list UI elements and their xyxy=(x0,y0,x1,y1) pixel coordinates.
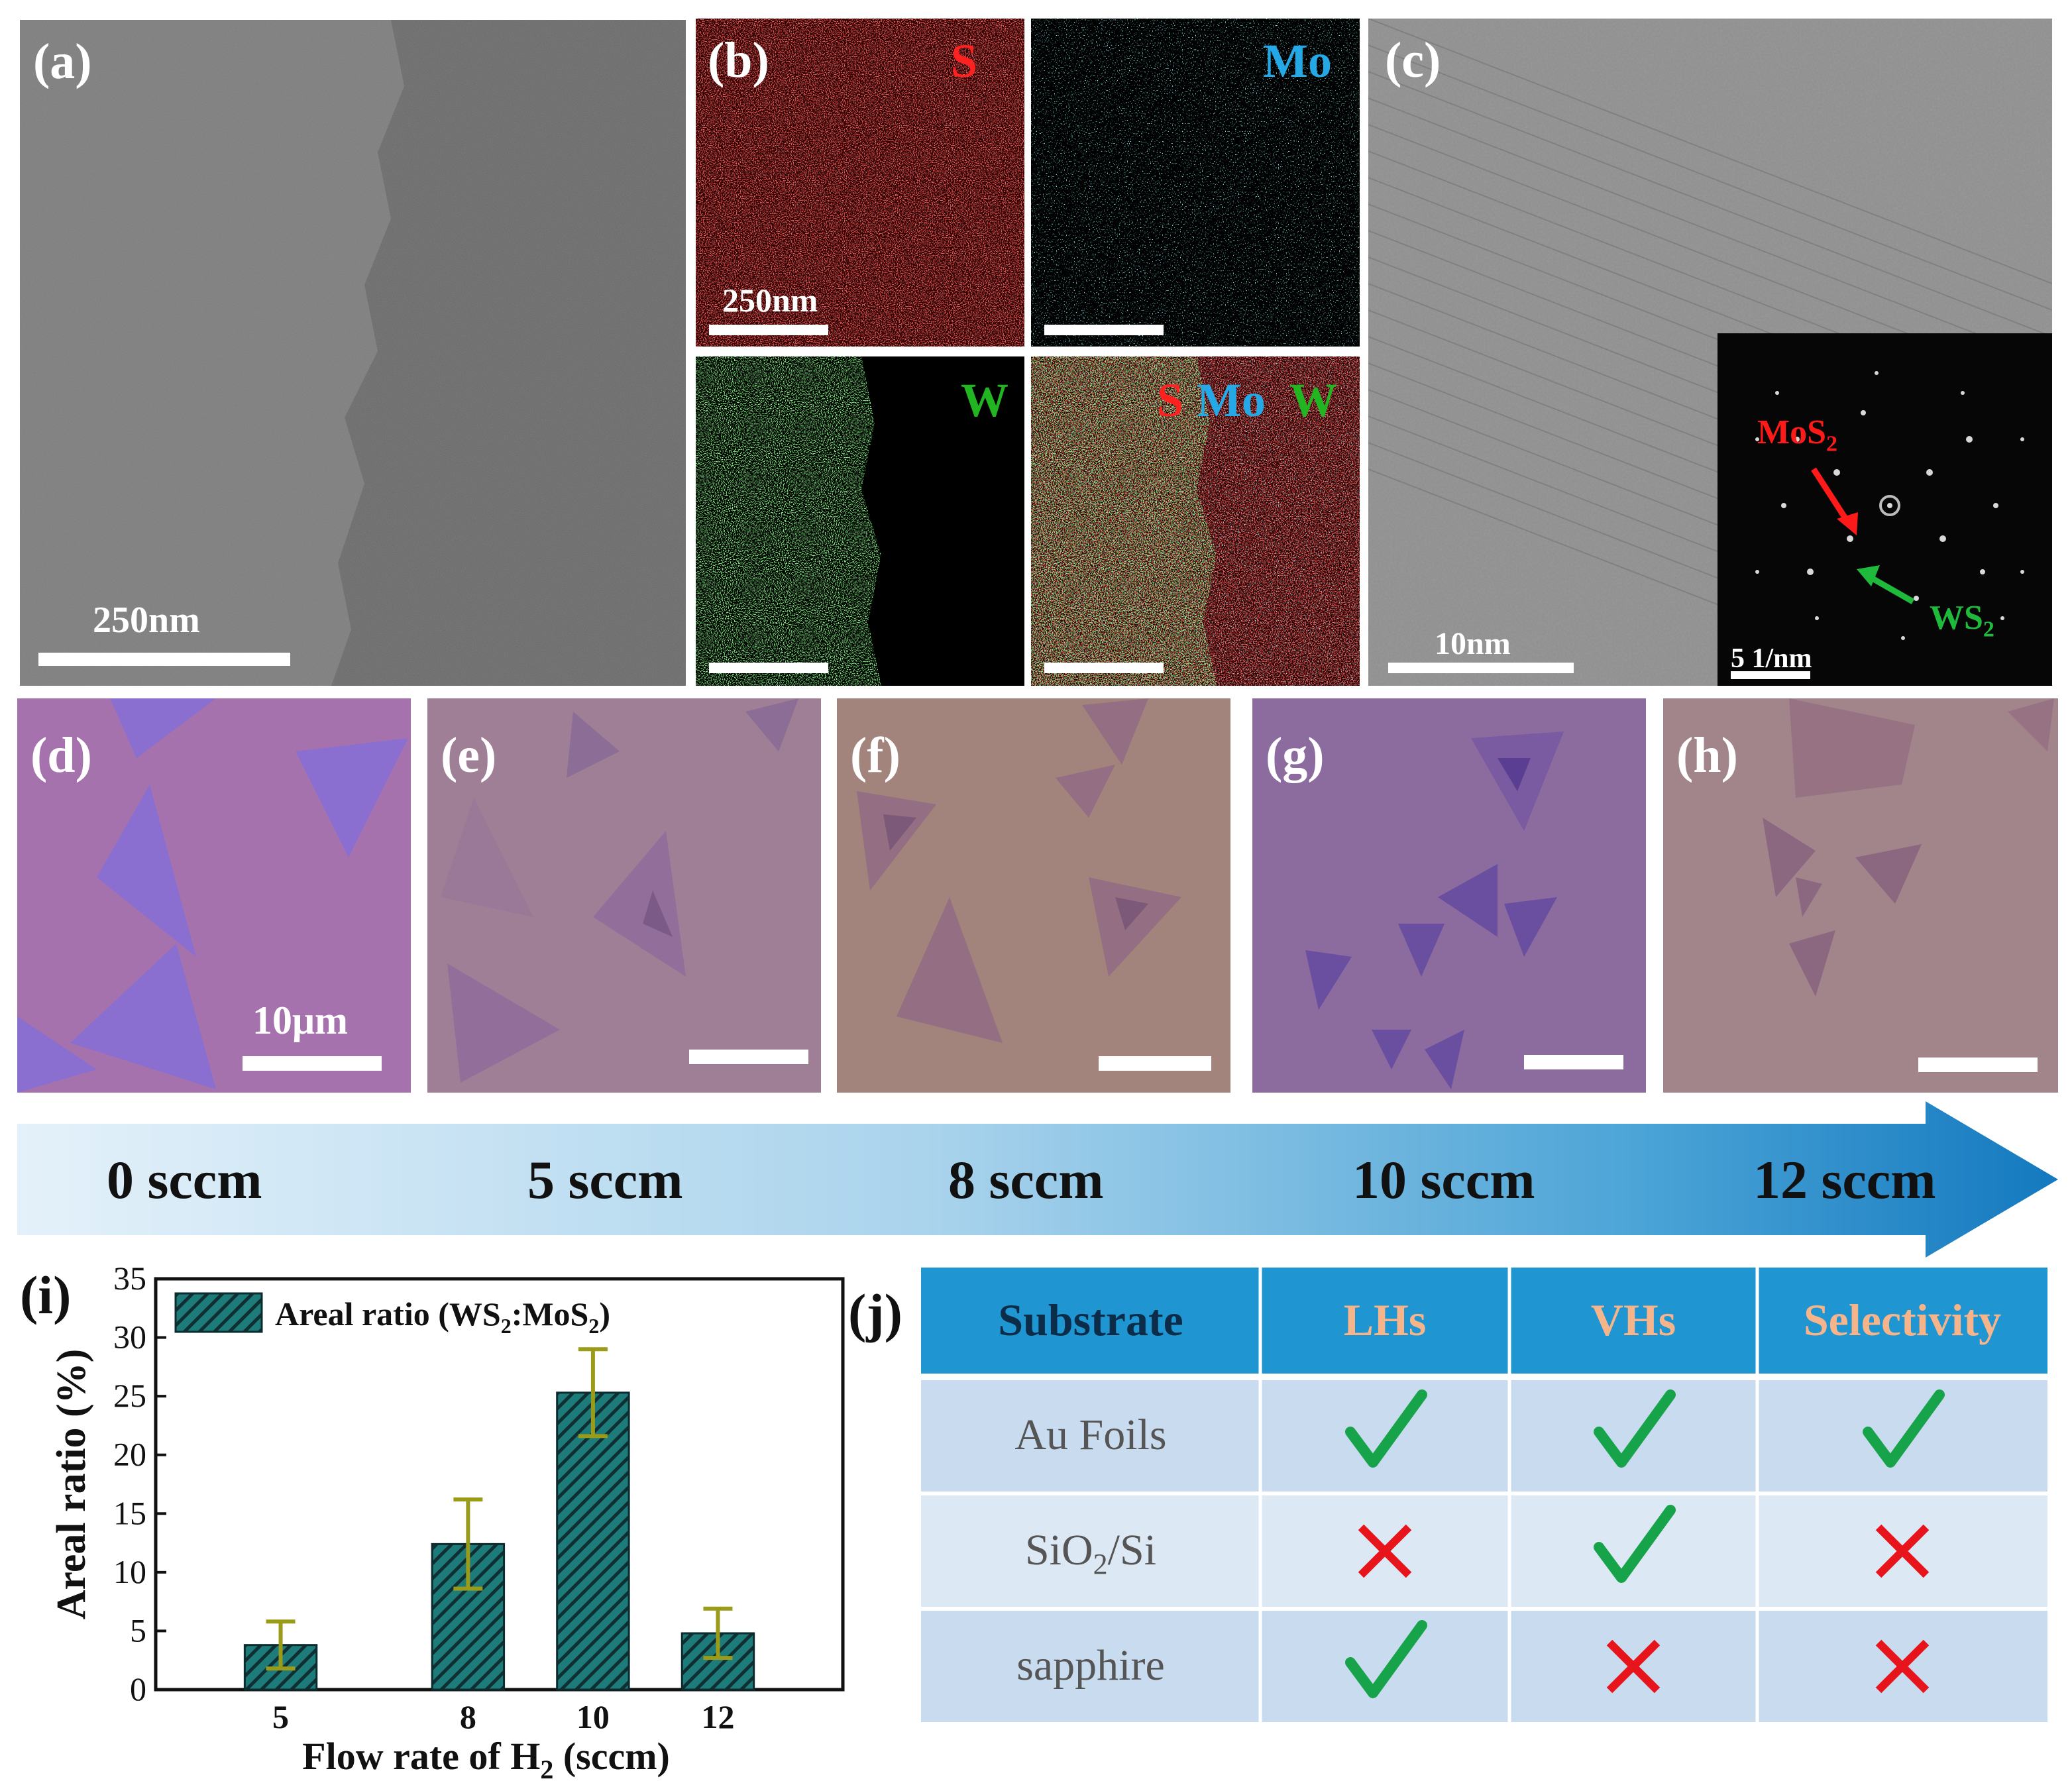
y-tick-label: 25 xyxy=(113,1377,146,1414)
legend-swatch xyxy=(174,1292,263,1333)
y-tick-label: 20 xyxy=(113,1436,146,1473)
eds-map-w: W xyxy=(696,356,1024,686)
panel-label-b: (b) xyxy=(708,32,769,88)
scale-bar-a xyxy=(38,653,290,666)
overlay-label-w: W xyxy=(1289,374,1337,427)
y-tick-label: 5 xyxy=(130,1611,146,1649)
check-icon xyxy=(1345,1389,1427,1468)
substrate-comparison-table: Substrate LHs VHs Selectivity Au Foils S… xyxy=(921,1268,2047,1725)
eds-map-s: (b) S 250nm xyxy=(696,19,1024,347)
optical-image-f: (f) xyxy=(837,698,1230,1093)
label-ws2: WS2 xyxy=(1930,599,1994,642)
panel-label-e: (e) xyxy=(441,728,497,783)
y-axis-label: Areal ratio (%) xyxy=(49,1349,94,1620)
x-tick-label: 12 xyxy=(701,1698,734,1735)
scale-bar-inset xyxy=(1731,671,1810,679)
scale-bar-b-mo xyxy=(1044,325,1164,335)
y-tick-label: 30 xyxy=(113,1319,146,1356)
flow-label-0: 0 sccm xyxy=(107,1150,262,1210)
scale-bar-g xyxy=(1524,1055,1623,1069)
scale-bar-d xyxy=(243,1056,382,1071)
check-icon xyxy=(1594,1389,1676,1468)
scale-label-a: 250nm xyxy=(93,600,200,641)
optical-image-g: (g) xyxy=(1252,698,1646,1093)
x-tick-label: 8 xyxy=(460,1698,476,1735)
scale-bar-f xyxy=(1099,1056,1211,1071)
check-icon xyxy=(1345,1620,1427,1698)
row-sapphire-label: sapphire xyxy=(1016,1641,1165,1690)
cross-icon xyxy=(1875,1524,1930,1578)
scale-label-b: 250nm xyxy=(722,282,818,319)
header-substrate: Substrate xyxy=(998,1295,1183,1345)
flow-label-8: 8 sccm xyxy=(948,1150,1104,1210)
flow-label-10: 10 sccm xyxy=(1352,1150,1535,1210)
chart-panel-label: (i) xyxy=(20,1265,72,1325)
scale-bar-b-w xyxy=(709,663,828,673)
check-icon xyxy=(1863,1389,1945,1468)
element-label-mo: Mo xyxy=(1263,34,1332,87)
optical-image-d: (d) 10μm xyxy=(17,698,411,1093)
hrtem-image-panel: (c) 10nm xyxy=(1368,19,2052,686)
label-mos2: MoS2 xyxy=(1757,413,1837,457)
flow-label-12: 12 sccm xyxy=(1753,1150,1936,1210)
row-sio2-label: SiO2/Si xyxy=(1024,1526,1157,1581)
header-vhs: VHs xyxy=(1590,1295,1676,1345)
x-axis-label: Flow rate of H2 (sccm) xyxy=(302,1735,670,1784)
panel-label-a: (a) xyxy=(33,34,92,89)
flow-rate-arrow: 0 sccm 5 sccm 8 sccm 10 sccm 12 sccm xyxy=(17,1101,2058,1258)
cross-icon xyxy=(1875,1639,1930,1694)
y-tick-label: 10 xyxy=(113,1553,146,1590)
overlay-label-s: S xyxy=(1157,374,1184,427)
panel-label-h: (h) xyxy=(1676,728,1738,783)
panel-label-f: (f) xyxy=(850,728,900,783)
sem-image-panel: (a) 250nm xyxy=(20,20,686,686)
y-tick-label: 35 xyxy=(113,1260,146,1297)
check-icon xyxy=(1594,1505,1676,1583)
scale-label-inset: 5 1/nm xyxy=(1731,643,1812,674)
cross-icon xyxy=(1358,1524,1412,1578)
y-tick-label: 15 xyxy=(113,1494,146,1531)
y-tick-label: 0 xyxy=(130,1670,146,1708)
scale-bar-b-overlay xyxy=(1044,663,1164,673)
scale-bar-c xyxy=(1388,663,1574,673)
legend-label: Areal ratio (WS2:MoS2) xyxy=(275,1295,610,1338)
diffraction-pattern xyxy=(1718,333,2052,686)
cross-icon xyxy=(1606,1639,1661,1694)
saed-inset: MoS2 WS2 5 1/nm xyxy=(1718,333,2052,686)
optical-image-h: (h) xyxy=(1663,698,2058,1093)
header-selectivity: Selectivity xyxy=(1803,1295,2002,1345)
header-lhs: LHs xyxy=(1343,1295,1427,1345)
element-label-s: S xyxy=(951,34,978,87)
element-label-w: W xyxy=(961,374,1009,427)
panel-label-g: (g) xyxy=(1266,728,1325,783)
eds-map-overlay: S Mo W xyxy=(1031,356,1360,686)
panel-label-c: (c) xyxy=(1385,32,1441,88)
scale-bar-e xyxy=(689,1050,808,1064)
table-panel-label: (j) xyxy=(848,1283,902,1343)
scale-bar-b-s xyxy=(709,325,828,335)
scale-label-d: 10μm xyxy=(252,999,348,1042)
panel-label-d: (d) xyxy=(30,728,92,783)
flow-label-5: 5 sccm xyxy=(527,1150,683,1210)
areal-ratio-chart: 0 5 10 15 20 25 30 35 5 8 10 12 Areal ratio (%) Flow … xyxy=(49,1260,845,1784)
sem-image xyxy=(20,20,686,686)
eds-map-mo: Mo xyxy=(1031,19,1360,347)
overlay-label-mo: Mo xyxy=(1197,374,1266,427)
scale-label-c: 10nm xyxy=(1435,626,1511,661)
scale-bar-h xyxy=(1918,1058,2038,1072)
x-tick-label: 10 xyxy=(576,1698,610,1735)
x-tick-label: 5 xyxy=(272,1698,289,1735)
optical-image-e: (e) xyxy=(427,698,821,1093)
row-au-foils-label: Au Foils xyxy=(1014,1411,1167,1459)
